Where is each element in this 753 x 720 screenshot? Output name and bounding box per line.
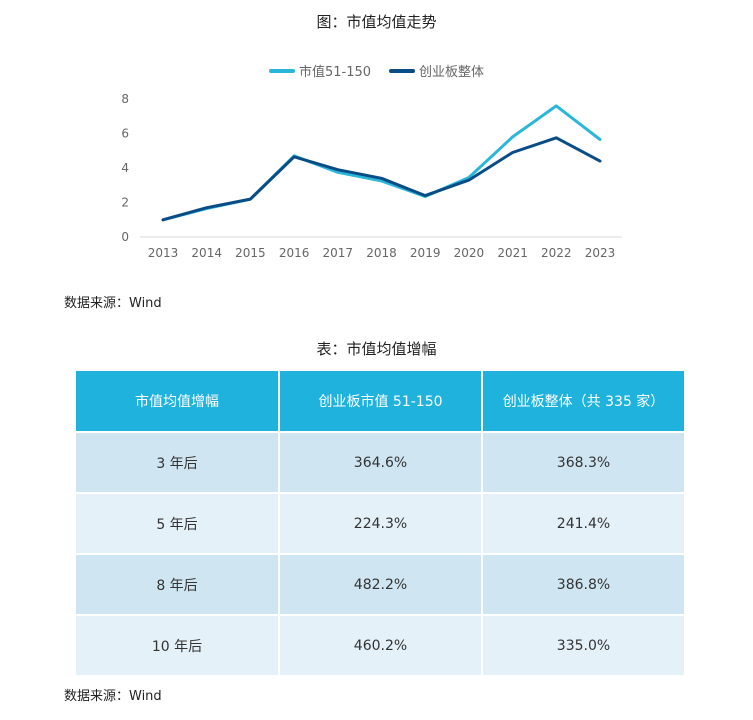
line-chart: 0 2 4 6 8 2013 2014 2015 2016 2017 2018 2019 2020 202… [121, 92, 622, 260]
x-tick-label: 2021 [497, 246, 528, 260]
x-tick-label: 2015 [235, 246, 266, 260]
legend-item-series-1: 市值51-150 [268, 61, 372, 80]
table-header-cell: 创业板整体（共 335 家） [482, 371, 684, 433]
x-tick-label: 2020 [454, 246, 485, 260]
x-tick-label: 2019 [410, 246, 441, 260]
table-title: 表：市值均值增幅 [316, 340, 437, 358]
table-cell: 241.4% [482, 493, 684, 555]
legend-label-series-2: 创业板整体 [419, 65, 485, 80]
legend-item-series-2: 创业板整体 [389, 61, 484, 80]
table-cell: 3 年后 [76, 432, 280, 494]
table-cell: 8 年后 [76, 554, 280, 616]
x-tick-label: 2023 [585, 246, 616, 260]
y-tick-label: 2 [121, 196, 129, 210]
table-cell: 10 年后 [76, 615, 280, 677]
table-cell: 5 年后 [76, 493, 280, 555]
series-line-2 [161, 136, 602, 222]
table-cell: 364.6% [279, 432, 483, 494]
table-header-cell: 创业板市值 51-150 [279, 371, 483, 433]
y-tick-label: 8 [121, 92, 129, 106]
x-tick-label: 2014 [191, 246, 222, 260]
legend-swatch-series-1 [268, 68, 295, 73]
table-header-row: 市值均值增幅 创业板市值 51-150 创业板整体（共 335 家） [76, 371, 684, 433]
chart-title: 图：市值均值走势 [316, 13, 437, 31]
x-tick-label: 2022 [541, 246, 572, 260]
y-tick-label: 6 [121, 127, 129, 141]
table-cell: 335.0% [482, 615, 684, 677]
x-tick-label: 2013 [148, 246, 179, 260]
table-row: 10 年后 460.2% 335.0% [76, 615, 684, 677]
table-cell: 368.3% [482, 432, 684, 494]
table-cell: 224.3% [279, 493, 483, 555]
y-tick-label: 4 [121, 161, 129, 175]
y-tick-label: 0 [121, 230, 129, 244]
x-tick-label: 2017 [323, 246, 354, 260]
table-cell: 482.2% [279, 554, 483, 616]
x-tick-label: 2018 [366, 246, 397, 260]
table-row: 5 年后 224.3% 241.4% [76, 493, 684, 555]
table-cell: 386.8% [482, 554, 684, 616]
table-source-note: 数据来源：Wind [64, 689, 162, 704]
table-header-cell: 市值均值增幅 [76, 371, 280, 433]
growth-table: 市值均值增幅 创业板市值 51-150 创业板整体（共 335 家） 3 年后 … [76, 371, 684, 677]
chart-source-note: 数据来源：Wind [64, 296, 162, 311]
legend-swatch-series-2 [389, 68, 416, 73]
table-cell: 460.2% [279, 615, 483, 677]
legend-label-series-1: 市值51-150 [298, 65, 372, 80]
table-row: 8 年后 482.2% 386.8% [76, 554, 684, 616]
x-tick-label: 2016 [279, 246, 310, 260]
chart-legend: 市值51-150 创业板整体 [0, 61, 753, 80]
table-row: 3 年后 364.6% 368.3% [76, 432, 684, 494]
